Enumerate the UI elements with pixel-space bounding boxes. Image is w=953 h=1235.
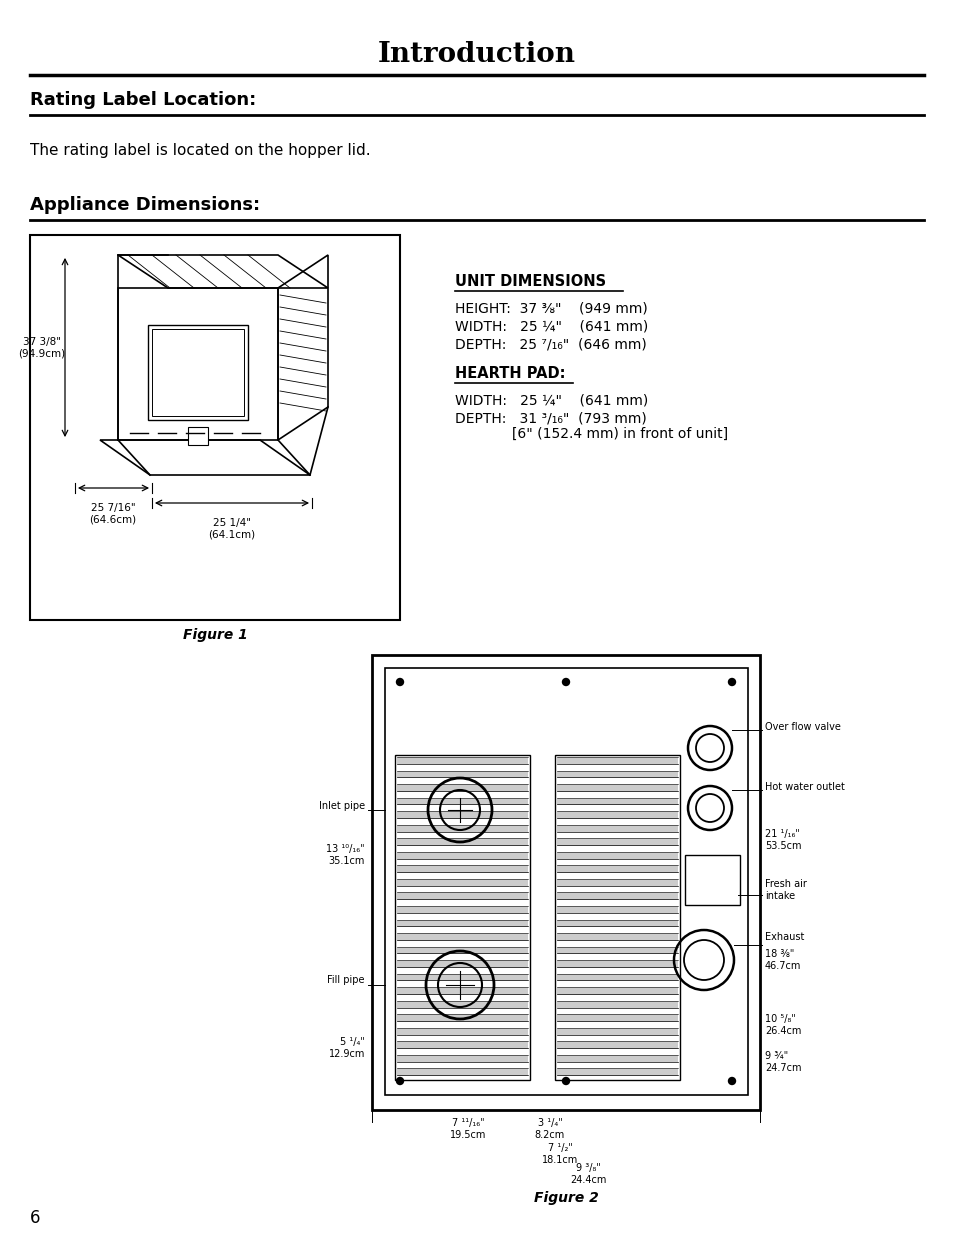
Bar [396, 1068, 527, 1076]
Bar [557, 839, 678, 846]
Bar [557, 934, 678, 941]
Text: 9 ³/₈"
24.4cm: 9 ³/₈" 24.4cm [569, 1163, 605, 1184]
Text: The rating label is located on the hopper lid.: The rating label is located on the hoppe… [30, 142, 370, 158]
Text: Exhaust: Exhaust [764, 932, 803, 942]
Bar [396, 946, 527, 955]
Bar [396, 852, 527, 860]
Bar [396, 771, 527, 778]
Text: Over flow valve: Over flow valve [764, 722, 840, 732]
Text: Fresh air
intake: Fresh air intake [764, 879, 806, 900]
Circle shape [728, 678, 735, 685]
Text: HEIGHT:  37 ⅜"    (949 mm): HEIGHT: 37 ⅜" (949 mm) [455, 301, 647, 315]
Bar [396, 784, 527, 792]
Bar [396, 798, 527, 805]
Bar [557, 920, 678, 927]
Bar [557, 811, 678, 819]
Circle shape [562, 1077, 569, 1084]
Bar [396, 866, 527, 873]
Text: WIDTH:   25 ¼"    (641 mm): WIDTH: 25 ¼" (641 mm) [455, 319, 648, 333]
Text: 6: 6 [30, 1209, 40, 1228]
Bar [557, 1055, 678, 1062]
Text: 37 3/8"
(94.9cm): 37 3/8" (94.9cm) [18, 337, 66, 359]
Bar [557, 866, 678, 873]
Text: 9 ¾"
24.7cm: 9 ¾" 24.7cm [764, 1051, 801, 1073]
Circle shape [728, 1077, 735, 1084]
Text: Figure 2: Figure 2 [533, 1191, 598, 1205]
Bar [396, 960, 527, 967]
Bar [396, 906, 527, 914]
Text: 25 7/16"
(64.6cm): 25 7/16" (64.6cm) [90, 503, 136, 525]
Bar [396, 839, 527, 846]
Text: Appliance Dimensions:: Appliance Dimensions: [30, 196, 260, 214]
Bar [557, 757, 678, 764]
Bar [385, 668, 747, 1095]
Bar [396, 973, 527, 981]
Bar [372, 655, 760, 1110]
Bar [396, 1028, 527, 1035]
Bar [557, 893, 678, 900]
Text: 5 ¹/₄"
12.9cm: 5 ¹/₄" 12.9cm [328, 1037, 365, 1058]
Text: 7 ¹¹/₁₆"
19.5cm: 7 ¹¹/₁₆" 19.5cm [450, 1118, 486, 1140]
Bar [684, 855, 740, 905]
Bar [557, 1041, 678, 1049]
Bar [557, 1068, 678, 1076]
Text: Inlet pipe: Inlet pipe [318, 802, 365, 811]
Text: 21 ¹/₁₆"
53.5cm: 21 ¹/₁₆" 53.5cm [764, 829, 801, 851]
Bar [557, 825, 678, 832]
Bar [396, 825, 527, 832]
Circle shape [396, 678, 403, 685]
Circle shape [562, 678, 569, 685]
Text: Rating Label Location:: Rating Label Location: [30, 91, 256, 109]
Bar [396, 757, 527, 764]
Text: WIDTH:   25 ¼"    (641 mm): WIDTH: 25 ¼" (641 mm) [455, 393, 648, 408]
Bar [30, 235, 399, 620]
Bar [557, 946, 678, 955]
Bar [396, 987, 527, 994]
Text: 25 1/4"
(64.1cm): 25 1/4" (64.1cm) [208, 517, 255, 540]
Text: 7 ¹/₂"
18.1cm: 7 ¹/₂" 18.1cm [541, 1144, 578, 1165]
Text: Introduction: Introduction [377, 42, 576, 68]
Bar [557, 852, 678, 860]
Text: UNIT DIMENSIONS: UNIT DIMENSIONS [455, 274, 605, 289]
Bar [557, 798, 678, 805]
Text: DEPTH:   31 ³/₁₆"  (793 mm): DEPTH: 31 ³/₁₆" (793 mm) [455, 411, 646, 425]
Bar [395, 755, 530, 1079]
Bar [396, 934, 527, 941]
Text: HEARTH PAD:: HEARTH PAD: [455, 367, 565, 382]
Bar [396, 879, 527, 887]
Circle shape [396, 1077, 403, 1084]
Bar [557, 879, 678, 887]
Text: 18 ⅜"
46.7cm: 18 ⅜" 46.7cm [764, 950, 801, 971]
Bar [396, 893, 527, 900]
Bar [396, 1041, 527, 1049]
Bar [557, 906, 678, 914]
Bar [557, 987, 678, 994]
Text: DEPTH:   25 ⁷/₁₆"  (646 mm): DEPTH: 25 ⁷/₁₆" (646 mm) [455, 337, 646, 351]
Text: Fill pipe: Fill pipe [327, 974, 365, 986]
Bar [557, 960, 678, 967]
Bar [557, 1028, 678, 1035]
Bar [396, 920, 527, 927]
Text: 10 ⁵/₈"
26.4cm: 10 ⁵/₈" 26.4cm [764, 1014, 801, 1036]
Text: Figure 1: Figure 1 [182, 629, 247, 642]
Bar [396, 1014, 527, 1021]
Text: [6" (152.4 mm) in front of unit]: [6" (152.4 mm) in front of unit] [455, 427, 727, 441]
Text: 13 ¹⁰/₁₆"
35.1cm: 13 ¹⁰/₁₆" 35.1cm [326, 845, 365, 866]
Bar [557, 1014, 678, 1021]
Bar [396, 811, 527, 819]
Bar [557, 1000, 678, 1008]
Text: Hot water outlet: Hot water outlet [764, 782, 844, 792]
Text: 3 ¹/₄"
8.2cm: 3 ¹/₄" 8.2cm [535, 1118, 564, 1140]
Bar [555, 755, 679, 1079]
Bar [557, 973, 678, 981]
Bar [396, 1000, 527, 1008]
Bar [557, 784, 678, 792]
Bar [396, 1055, 527, 1062]
Bar [188, 427, 208, 445]
Bar [557, 771, 678, 778]
